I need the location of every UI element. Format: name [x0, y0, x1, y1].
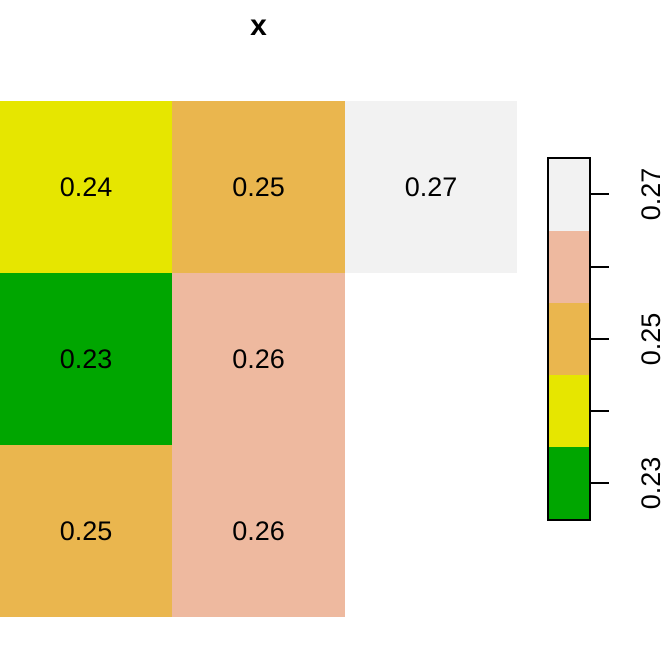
legend-label-top: 0.27: [636, 167, 666, 221]
color-legend: [547, 157, 591, 521]
legend-segment: [549, 447, 589, 519]
legend-segment: [549, 231, 589, 303]
heatmap-cell: 0.27: [345, 101, 517, 273]
heatmap-cell: 0.26: [172, 445, 345, 617]
legend-tick: [591, 482, 609, 484]
legend-label-bottom: 0.23: [636, 456, 666, 510]
heatmap-cell: 0.23: [0, 273, 172, 445]
legend-segment: [549, 375, 589, 447]
legend-label-middle: 0.25: [636, 312, 666, 366]
heatmap-cell: 0.26: [172, 273, 345, 445]
legend-segment: [549, 159, 589, 231]
legend-tick: [591, 193, 609, 195]
chart-title: x: [250, 9, 267, 42]
legend-tick: [591, 338, 609, 340]
legend-segment: [549, 303, 589, 375]
heatmap-cell: 0.24: [0, 101, 172, 273]
legend-tick: [591, 266, 609, 268]
legend-tick: [591, 410, 609, 412]
heatmap-cell: 0.25: [172, 101, 345, 273]
heatmap-cell: 0.25: [0, 445, 172, 617]
